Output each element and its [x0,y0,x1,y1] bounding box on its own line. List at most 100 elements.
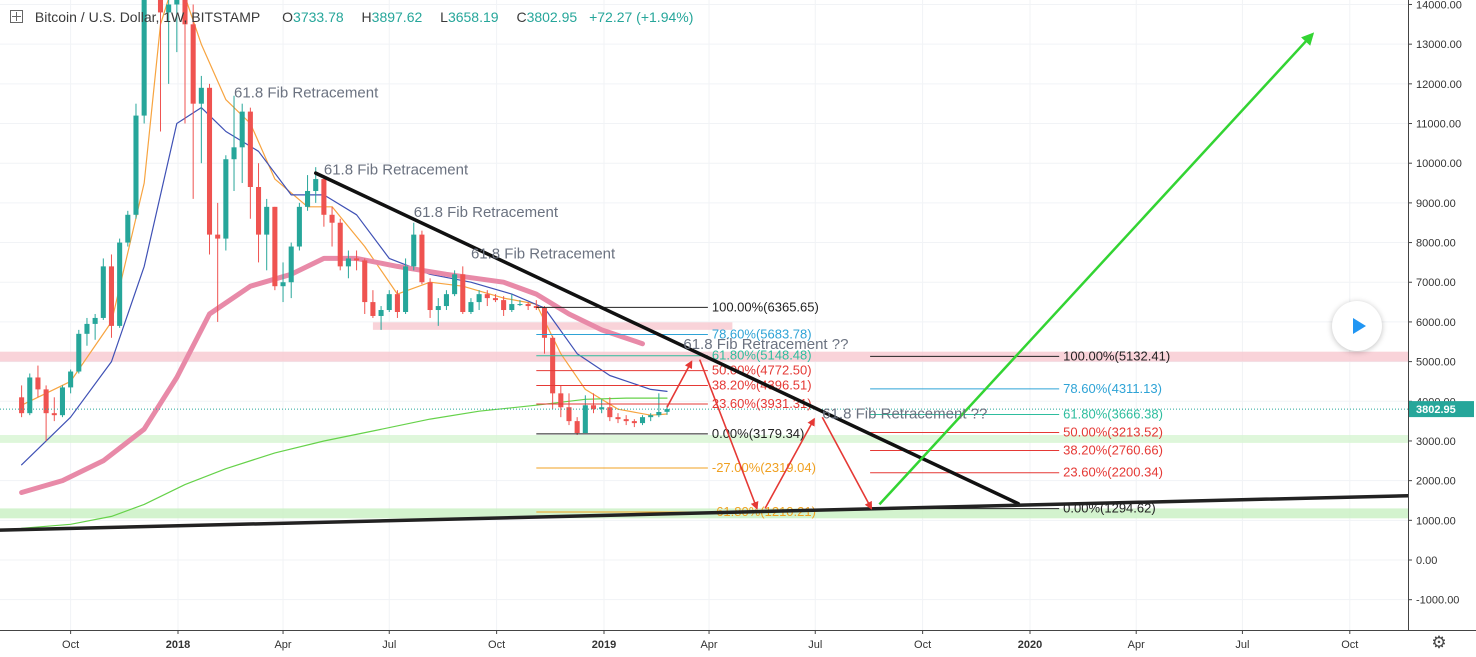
candle-body [541,308,548,338]
candle [182,0,188,124]
trendline [313,171,1021,506]
candle-body [394,294,400,312]
candle [378,306,384,330]
candle-body [517,304,523,306]
candle-body [354,258,360,261]
zone [372,322,733,330]
plot-area: 100.00%(6365.65) 78.60%(5683.78) 61.80%(51… [0,0,1408,630]
time-axis-tick: Jul [382,639,396,651]
gear-icon[interactable]: ⚙ [1431,633,1447,653]
time-axis-tick: Apr [700,639,717,651]
candle [435,298,441,326]
change-value: +72.27 (+1.94%) [589,9,694,25]
candle-body [574,421,580,434]
candle-body [378,310,384,316]
candle [639,415,646,426]
time-axis-tick: Oct [1341,639,1358,651]
fib-level-label: 0.00%(3179.34) [712,426,805,441]
candle [403,258,409,314]
candle-body [190,24,196,104]
candle-body [550,337,556,394]
candle [337,218,343,271]
candle [386,290,392,312]
candle-body [76,333,82,372]
candle-body [664,409,670,412]
candle [35,365,41,398]
projection-arrow [666,360,693,408]
candle [329,206,335,247]
candle [125,210,131,247]
fib-level-label: 61.80%(5148.48) [712,348,812,363]
fib-level-label: 78.60%(4311.13) [1063,381,1162,396]
candle [280,262,286,303]
open-value: 3733.78 [293,9,344,25]
low-value: 3658.19 [447,9,499,25]
candle [558,385,564,418]
candle-body [607,407,613,418]
candle-body [305,190,311,207]
candle [239,103,245,184]
price-axis-tick: 5000.00 [1416,357,1456,369]
candle-body [264,206,270,235]
high-value: 3897.62 [371,9,423,25]
price-axis-tick: 2000.00 [1416,476,1456,488]
close-label: C [516,9,527,25]
candle [296,202,302,251]
fib-annotation: 61.8 Fib Retracement [234,85,379,102]
candle [550,335,556,410]
time-axis: Oct 2018 Apr Jul Oct 2019 Apr Jul Oct 2020 Apr Jul O… [62,630,1358,651]
candle-body [337,222,343,267]
candle-body [247,111,253,188]
candle-body [525,304,531,307]
candle-body [362,260,368,303]
candle [264,198,270,271]
candle-body [59,387,65,416]
candle-body [656,411,662,416]
candle [247,107,253,219]
candle-body [558,393,564,408]
candle-body [239,111,245,148]
candle-body [648,415,654,418]
compare-symbol-icon[interactable] [10,10,23,23]
candle [427,278,433,318]
time-axis-tick: 2018 [166,639,190,651]
candle-body [476,294,482,303]
fib-level-label: -27.00%(2319.04) [712,460,816,475]
candle-body [174,0,180,5]
candle-body [501,300,507,311]
fib-annotation: 61.8 Fib Retracement [414,204,559,221]
candle-body [411,234,417,267]
candle [141,0,147,124]
candle [117,238,123,328]
candle-body [582,405,588,434]
candle [84,317,90,346]
candle [370,290,376,318]
price-axis-tick: 8000.00 [1416,238,1456,250]
candle [190,4,196,199]
candle-body [108,266,115,326]
candle [166,0,172,84]
price-axis-tick: 13000.00 [1416,39,1462,51]
price-axis-tick: 14000.00 [1416,0,1462,11]
candle [517,300,523,307]
candle-body [27,377,33,414]
candle-body [623,419,629,422]
candle [419,230,425,285]
open-label: O [282,9,294,25]
candle-body [166,4,172,13]
candle-body [141,0,147,116]
candle [59,385,65,418]
candle-body [460,274,466,312]
candle [174,0,180,53]
candle [443,290,449,311]
play-button[interactable] [1332,301,1382,351]
candle [411,222,417,271]
candle [27,373,33,416]
price-axis-tick: 6000.00 [1416,317,1456,329]
fib-level-label: 78.60%(5683.78) [712,326,812,341]
time-axis-tick: Jul [808,639,822,651]
candle [590,393,597,414]
candle-body [133,115,139,215]
candle-body [223,159,229,239]
